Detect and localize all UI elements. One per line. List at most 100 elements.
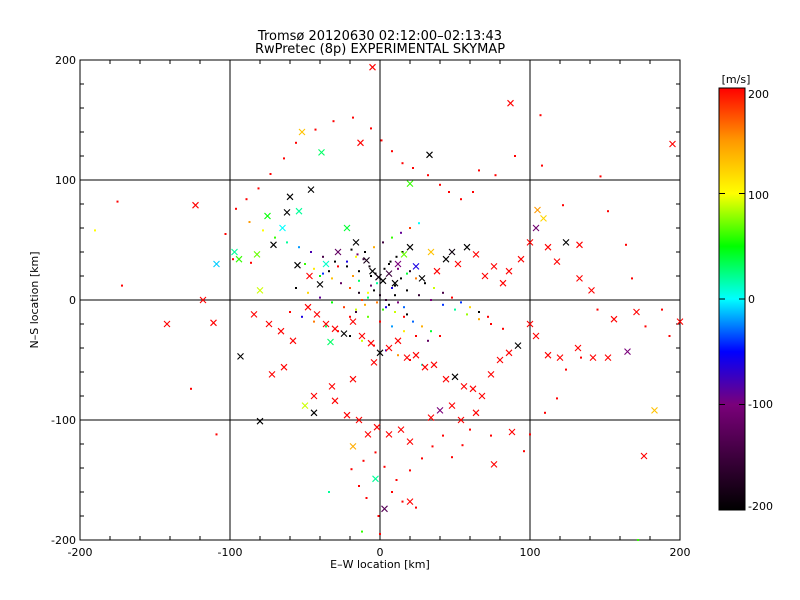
data-point-cross — [576, 241, 583, 249]
data-point-dot — [380, 139, 383, 142]
data-point-cross — [385, 270, 393, 277]
data-point-dot — [343, 306, 345, 309]
y-tick-labels: -200 -100 0 100 200 — [51, 54, 76, 547]
data-point-dot — [539, 114, 542, 117]
data-point-dot — [319, 296, 321, 299]
data-point-dot — [391, 325, 393, 328]
data-point-cross — [316, 281, 324, 288]
data-point-dot — [397, 267, 399, 270]
data-point-cross — [553, 258, 561, 265]
data-point-dot — [661, 308, 663, 311]
data-point-dot — [409, 270, 411, 273]
data-point-dot — [355, 311, 357, 313]
data-point-dot — [349, 287, 351, 289]
data-point-dot — [644, 325, 647, 328]
data-point-cross — [534, 206, 541, 214]
data-point-cross — [394, 337, 402, 345]
data-point-dot — [388, 263, 390, 265]
data-point-dot — [451, 296, 453, 299]
data-point-dot — [490, 434, 492, 437]
data-point-cross — [328, 383, 336, 390]
data-point-dot — [313, 320, 315, 323]
data-point-dot — [427, 339, 429, 342]
data-point-dot — [430, 299, 432, 301]
data-point-dot — [668, 335, 671, 337]
data-point-cross — [256, 417, 264, 425]
data-point-cross — [490, 461, 498, 468]
data-point-dot — [391, 150, 393, 153]
data-point-cross — [231, 248, 238, 256]
data-point-dot — [401, 251, 404, 253]
data-point-cross — [651, 407, 658, 414]
data-point-cross — [307, 186, 315, 193]
data-point-dot — [448, 191, 450, 193]
data-point-cross — [301, 402, 309, 409]
data-point-cross — [358, 332, 366, 340]
data-point-cross — [633, 308, 640, 316]
colorbar-tick-label: -100 — [748, 398, 773, 411]
data-point-cross — [406, 180, 414, 187]
data-point-dot — [478, 169, 480, 172]
data-point-dot — [442, 303, 444, 306]
colorbar: [m/s] 200 100 0 -100 -200 — [718, 73, 773, 513]
data-point-dot — [421, 457, 423, 460]
data-point-cross — [463, 243, 471, 251]
data-point-cross — [210, 319, 217, 327]
x-tick-label: -200 — [68, 546, 93, 559]
data-point-dot — [358, 485, 360, 487]
data-point-dot — [529, 433, 531, 436]
data-point-dot — [352, 275, 354, 277]
data-point-dot — [245, 198, 248, 201]
minor-ticks — [80, 60, 680, 540]
data-point-cross — [289, 337, 297, 345]
data-point-dot — [370, 127, 372, 130]
data-point-dot — [439, 183, 441, 186]
data-point-cross — [343, 224, 351, 232]
data-point-dot — [295, 287, 297, 289]
data-point-dot — [310, 251, 312, 253]
data-point-dot — [409, 469, 411, 472]
data-point-cross — [310, 409, 318, 417]
data-point-cross — [381, 505, 388, 513]
data-point-dot — [454, 308, 456, 311]
data-point-cross — [391, 279, 399, 287]
data-point-dot — [334, 260, 336, 263]
data-point-dot — [340, 282, 342, 285]
data-point-cross — [394, 260, 402, 268]
data-markers — [94, 63, 684, 541]
data-point-dot — [358, 291, 360, 294]
data-point-dot — [319, 275, 321, 277]
data-point-dot — [427, 174, 429, 177]
data-point-dot — [406, 289, 408, 292]
data-point-cross — [448, 402, 456, 409]
data-point-dot — [374, 451, 377, 454]
data-point-cross — [406, 243, 414, 251]
data-point-cross — [430, 361, 438, 369]
colorbar-unit-label: [m/s] — [722, 73, 751, 86]
y-tick-label: -200 — [51, 534, 76, 547]
data-point-cross — [367, 339, 375, 347]
data-point-dot — [322, 272, 324, 275]
data-point-cross — [426, 151, 433, 159]
data-point-cross — [604, 354, 612, 361]
data-point-dot — [487, 315, 489, 318]
data-point-dot — [415, 335, 417, 337]
data-point-dot — [401, 162, 404, 165]
data-point-cross — [318, 149, 325, 156]
data-point-dot — [356, 253, 359, 256]
data-point-dot — [469, 428, 471, 431]
data-point-dot — [391, 236, 393, 239]
data-point-dot — [379, 294, 381, 297]
data-point-dot — [235, 207, 237, 210]
data-point-dot — [406, 313, 408, 316]
data-point-dot — [490, 323, 492, 325]
data-point-dot — [190, 387, 192, 390]
data-point-dot — [403, 306, 405, 309]
data-point-dot — [478, 311, 480, 313]
data-point-cross — [589, 354, 597, 361]
data-point-dot — [580, 356, 582, 359]
data-point-dot — [544, 411, 546, 414]
data-point-cross — [574, 344, 582, 352]
data-point-cross — [370, 359, 378, 366]
